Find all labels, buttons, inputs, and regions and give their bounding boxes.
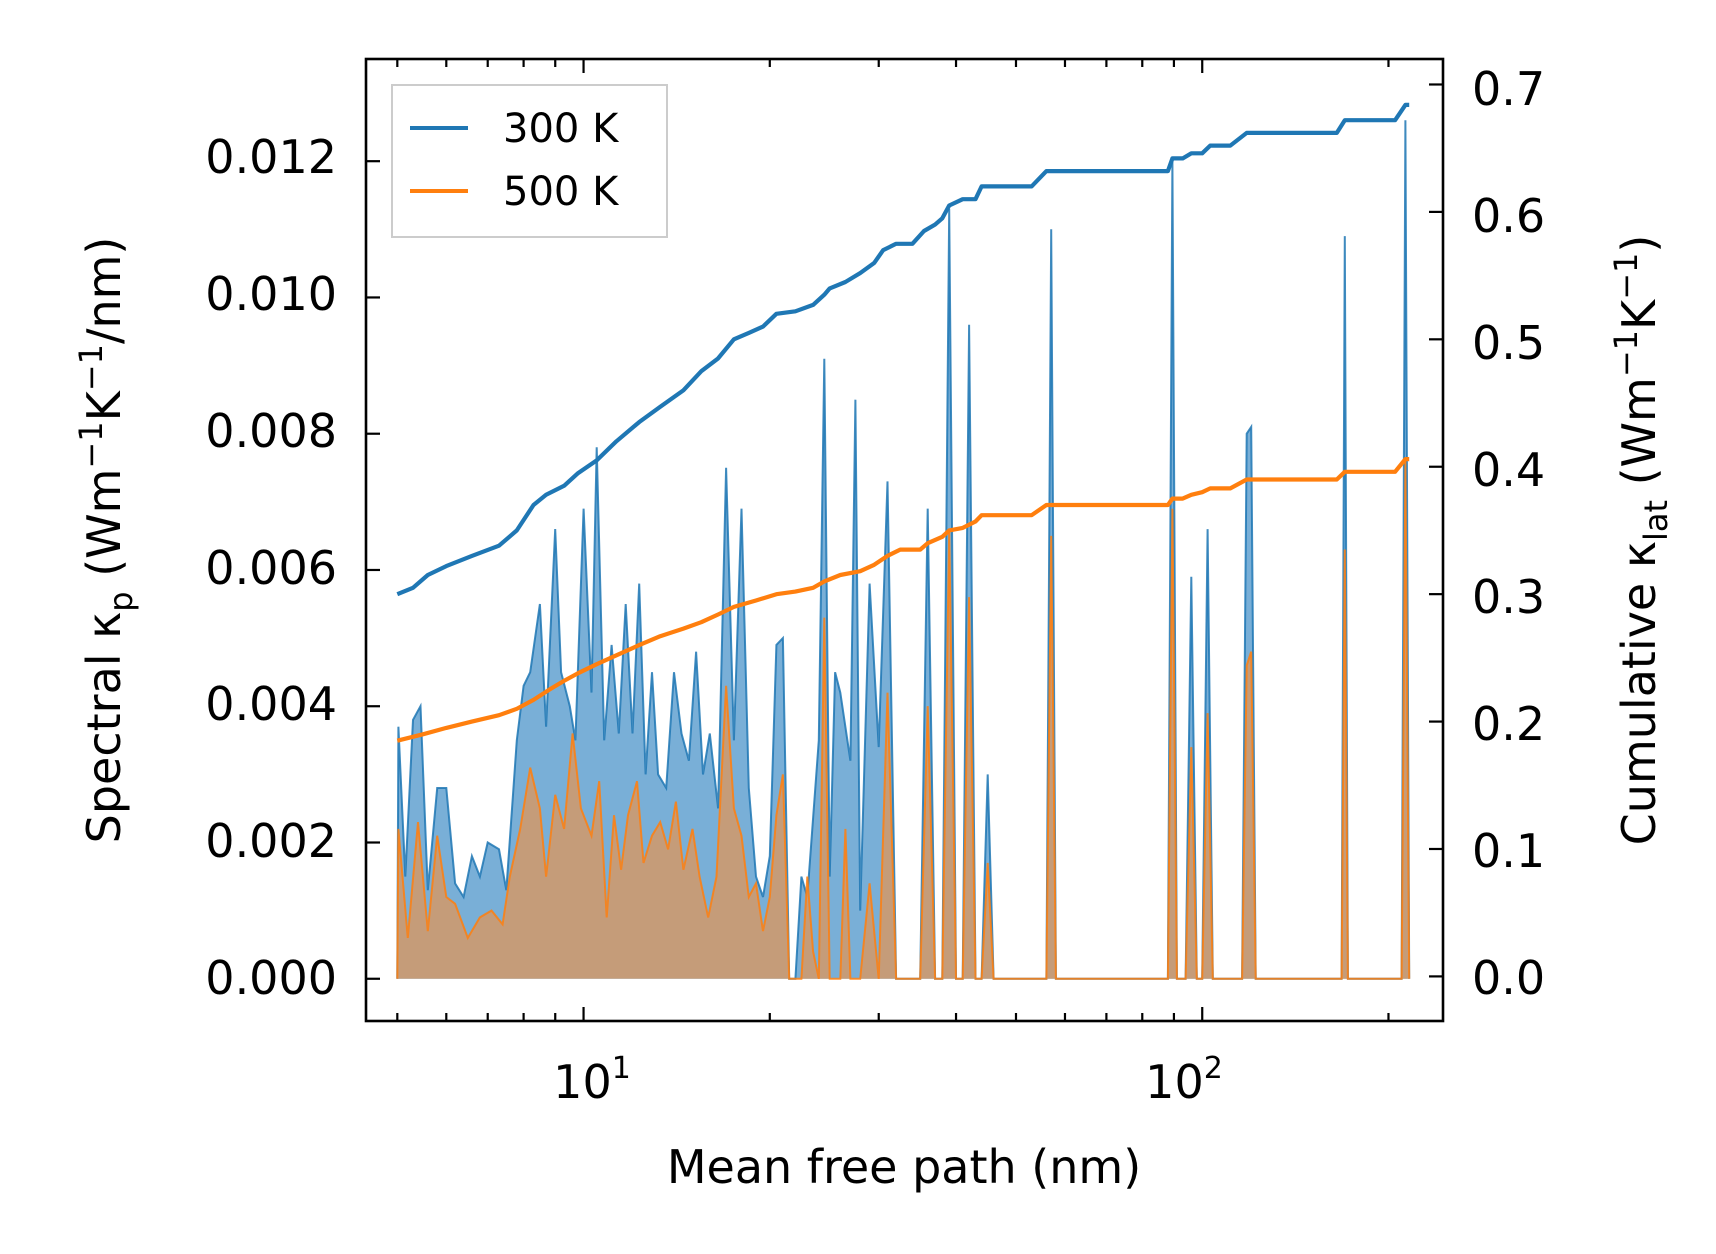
y-left-tick-label: 0.002 — [205, 814, 337, 868]
y-right-tick-label: 0.2 — [1472, 697, 1545, 751]
legend-box — [391, 84, 668, 238]
spectral-area-300k — [397, 120, 1410, 979]
spectral-area-500k — [397, 461, 1410, 979]
y-left-tick-label: 0.010 — [205, 267, 337, 321]
x-axis-label: Mean free path (nm) — [667, 1140, 1141, 1194]
legend-label-300k: 300 K — [503, 106, 620, 152]
spectral-line-300k — [396, 120, 1411, 980]
ticks-layer — [366, 59, 1443, 1021]
plot-frame — [364, 57, 1445, 1023]
data-layer — [396, 102, 1411, 980]
y-left-tick-label: 0.004 — [205, 677, 337, 731]
y-right-tick-label: 0.7 — [1472, 62, 1545, 116]
y-right-tick-label: 0.0 — [1472, 951, 1545, 1005]
y-right-axis-label: Cumulative κlat (Wm−1K−1) — [1607, 235, 1675, 846]
y-right-tick-label: 0.5 — [1472, 316, 1545, 370]
legend: 300 K 500 K — [391, 84, 668, 238]
cumulative-line-500k — [396, 457, 1410, 743]
spectral-line-500k — [396, 460, 1411, 980]
y-left-tick-label: 0.000 — [205, 951, 337, 1005]
y-right-tick-label: 0.3 — [1472, 570, 1545, 624]
y-right-tick-label: 0.4 — [1472, 443, 1545, 497]
y-left-tick-label: 0.008 — [205, 404, 337, 458]
legend-label-500k: 500 K — [503, 169, 620, 215]
y-right-tick-label: 0.6 — [1472, 189, 1545, 243]
x-tick-label-10: 101 — [553, 1051, 631, 1109]
cumulative-line-300k — [396, 102, 1410, 597]
y-left-tick-label: 0.006 — [205, 541, 337, 595]
x-tick-label-100: 102 — [1145, 1051, 1223, 1109]
y-left-axis-label: Spectral κp (Wm−1K−1/nm) — [72, 237, 140, 844]
y-right-tick-label: 0.1 — [1472, 824, 1545, 878]
y-left-tick-label: 0.012 — [205, 130, 337, 184]
